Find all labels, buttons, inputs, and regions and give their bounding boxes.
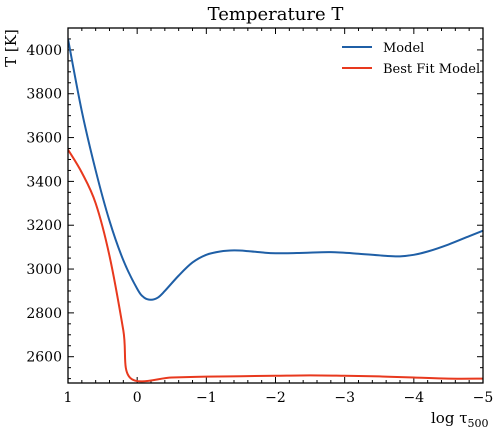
series-line-model (68, 38, 483, 301)
y-tick-label: 3800 (26, 87, 62, 103)
x-tick-label: −5 (473, 390, 494, 406)
legend-model-label: Model (383, 41, 424, 56)
data-series (68, 38, 483, 383)
x-tick-label: 0 (133, 390, 142, 406)
legend: Model Best Fit Model (342, 41, 480, 77)
chart-title: Temperature T (208, 4, 344, 25)
y-tick-label: 3200 (26, 218, 62, 234)
plot-frame (67, 27, 484, 384)
x-axis-label-subscript: 500 (468, 417, 489, 430)
series-line-best-fit-model (68, 149, 483, 383)
y-tick-label: 2600 (26, 350, 62, 366)
y-tick-label: 4000 (26, 43, 62, 59)
y-tick-label: 3600 (26, 131, 62, 147)
x-tick-label: −2 (265, 390, 286, 406)
axis-ticks (67, 27, 484, 383)
x-tick-label: −3 (334, 390, 355, 406)
x-axis-label-main: log τ (431, 409, 468, 427)
x-tick-label: −4 (404, 390, 425, 406)
y-tick-label: 3000 (26, 262, 62, 278)
x-tick-label: −1 (196, 390, 217, 406)
y-tick-label: 2800 (26, 306, 62, 322)
x-axis-label: log τ500 (431, 409, 489, 430)
x-tick-label: 1 (64, 390, 73, 406)
y-axis-label: T [K] (2, 29, 20, 67)
y-tick-label: 3400 (26, 174, 62, 190)
legend-best-fit-label: Best Fit Model (383, 62, 480, 77)
tick-labels: 1 0 −1 −2 −3 −4 −5 2600 2800 3000 3200 3400 3600 3800… (26, 43, 493, 406)
